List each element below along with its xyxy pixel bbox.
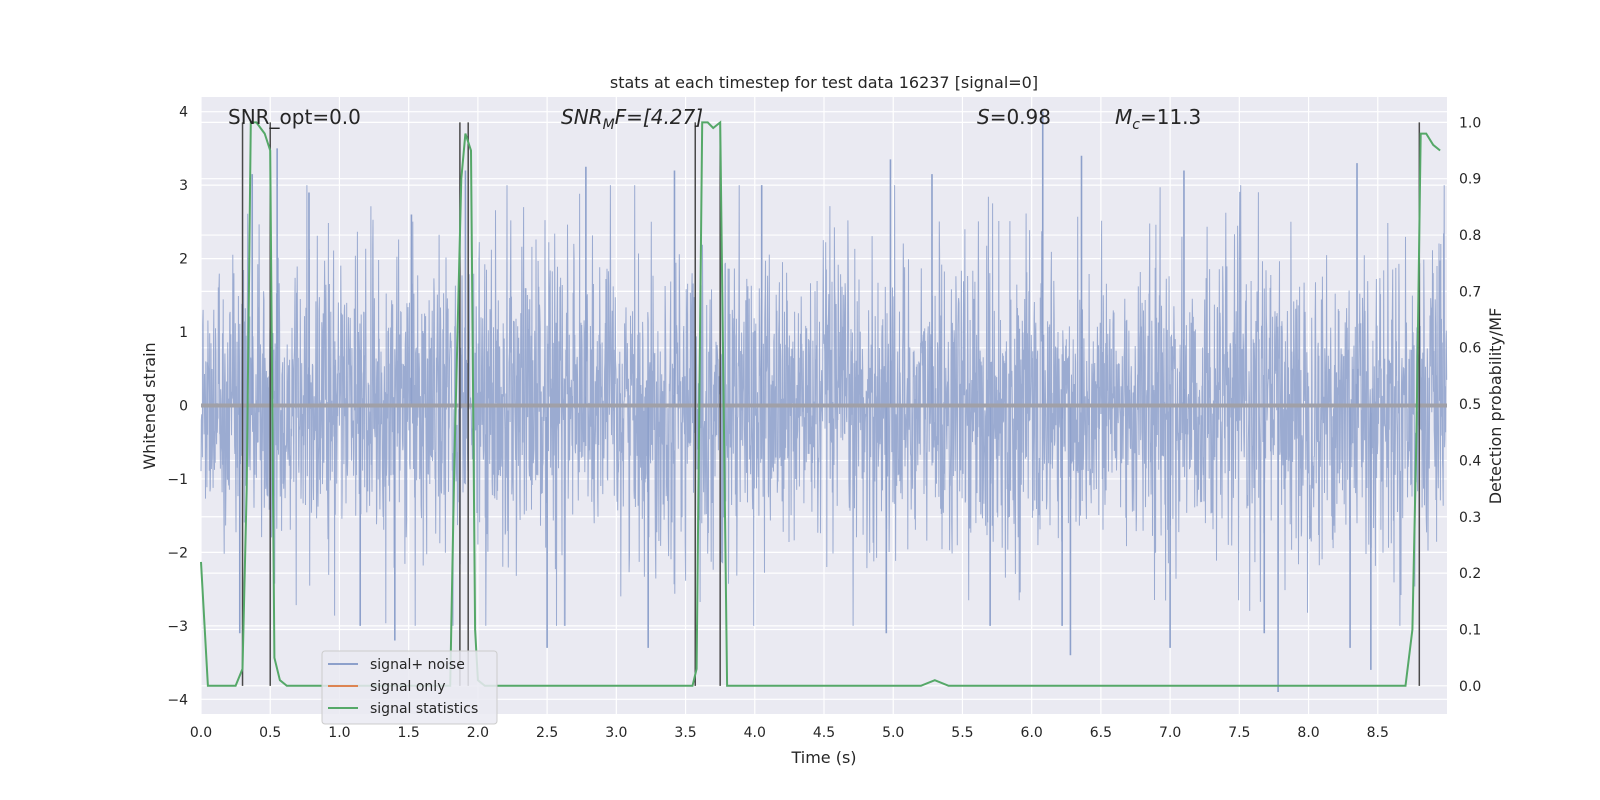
y-right-axis-label: Detection probability/MF	[1486, 308, 1505, 505]
y-right-tick-label: 0.1	[1459, 622, 1481, 638]
y-right-tick-label: 0.3	[1459, 510, 1481, 526]
x-tick-label: 8.0	[1297, 725, 1319, 741]
annotation-mc-rest: =11.3	[1140, 105, 1201, 129]
y-right-tick-label: 0.8	[1459, 228, 1481, 244]
x-tick-labels: 0.0 0.5 1.0 1.5 2.0 2.5 3.0 3.5 4.0 4.5 5.0 5.5 6.0 6…	[190, 725, 1389, 741]
y-right-tick-label: 0.7	[1459, 284, 1481, 300]
x-tick-label: 0.5	[259, 725, 281, 741]
y-right-tick-label: 0.5	[1459, 397, 1481, 413]
x-tick-label: 0.0	[190, 725, 212, 741]
x-tick-label: 4.5	[813, 725, 835, 741]
x-tick-label: 1.0	[328, 725, 350, 741]
legend-label-signal-noise: signal+ noise	[370, 657, 465, 673]
annotation-s-rest: =0.98	[990, 105, 1051, 129]
signal-noise-series	[200, 111, 1448, 692]
x-tick-label: 7.5	[1228, 725, 1250, 741]
y-axis-label: Whitened strain	[140, 342, 159, 469]
annotation-snr-opt: SNR_opt=0.0	[228, 105, 361, 129]
x-tick-label: 6.0	[1021, 725, 1043, 741]
y-tick-label: 1	[179, 325, 188, 341]
annotation-s-var: S	[977, 105, 990, 129]
y-tick-label: −1	[167, 472, 188, 488]
x-tick-label: 5.0	[882, 725, 904, 741]
annotation-snr-mf-main: SNR	[561, 105, 603, 129]
legend: signal+ noise signal only signal statist…	[321, 650, 498, 725]
legend-label-signal-statistics: signal statistics	[370, 701, 478, 717]
y-right-tick-labels: 1.0 0.9 0.8 0.7 0.6 0.5 0.4 0.3 0.2 0.1 0.0	[1459, 115, 1481, 694]
x-tick-label: 2.0	[467, 725, 489, 741]
y-tick-label: 2	[179, 252, 188, 268]
x-tick-label: 7.0	[1159, 725, 1181, 741]
x-tick-label: 4.0	[744, 725, 766, 741]
annotation-mc-sub: c	[1132, 117, 1140, 133]
y-tick-label: 0	[179, 399, 188, 415]
annotation-snr-mf-rest: F=[4.27]	[615, 105, 703, 129]
annotation-mc: Mc=11.3	[1115, 105, 1201, 133]
y-tick-label: 4	[179, 105, 188, 121]
y-right-tick-label: 1.0	[1459, 115, 1481, 131]
x-tick-label: 5.5	[951, 725, 973, 741]
signal-statistics-series	[200, 120, 1441, 687]
y-tick-labels: 4 3 2 1 0 −1 −2 −3 −4	[167, 105, 188, 709]
x-tick-label: 2.5	[536, 725, 558, 741]
y-right-tick-label: 0.4	[1459, 453, 1481, 469]
legend-label-signal-only: signal only	[370, 679, 445, 695]
annotation-snr-mf-sub: M	[603, 117, 615, 133]
x-tick-label: 3.0	[605, 725, 627, 741]
x-axis-label: Time (s)	[790, 748, 856, 767]
annotation-snr-mf: SNRMF=[4.27]	[561, 105, 703, 133]
x-tick-label: 8.5	[1367, 725, 1389, 741]
y-right-tick-label: 0.9	[1459, 172, 1481, 188]
x-tick-label: 6.5	[1090, 725, 1112, 741]
annotation-mc-var: M	[1115, 105, 1132, 129]
chart-title: stats at each timestep for test data 162…	[610, 73, 1038, 92]
y-tick-label: −4	[167, 692, 188, 708]
y-right-tick-label: 0.2	[1459, 566, 1481, 582]
annotation-s: S=0.98	[977, 105, 1051, 129]
x-tick-label: 1.5	[398, 725, 420, 741]
legend-box	[321, 650, 498, 725]
signal-statistics-line	[200, 120, 1441, 687]
y-right-tick-label: 0.6	[1459, 341, 1481, 357]
y-tick-label: −3	[167, 619, 188, 635]
y-right-tick-label: 0.0	[1459, 679, 1481, 695]
x-tick-label: 3.5	[674, 725, 696, 741]
y-tick-label: 3	[179, 178, 188, 194]
y-tick-label: −2	[167, 545, 188, 561]
